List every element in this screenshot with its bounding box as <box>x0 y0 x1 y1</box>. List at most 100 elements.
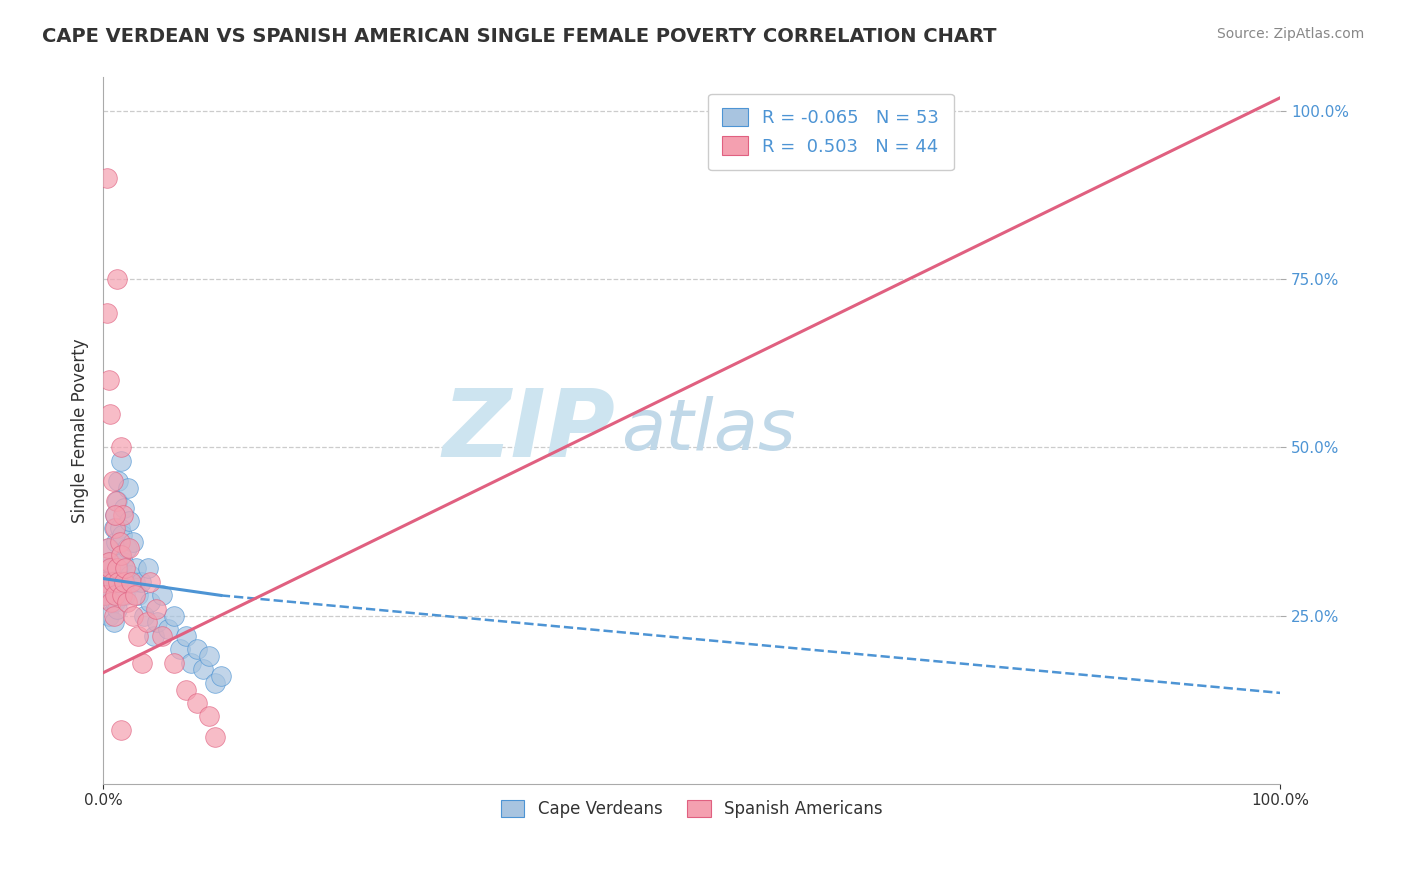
Legend: Cape Verdeans, Spanish Americans: Cape Verdeans, Spanish Americans <box>495 793 889 825</box>
Point <box>112 574 135 589</box>
Point <box>101 474 124 488</box>
Point <box>174 629 197 643</box>
Point <box>204 730 226 744</box>
Point <box>114 561 136 575</box>
Point <box>98 541 121 556</box>
Point <box>142 629 165 643</box>
Point <box>163 608 186 623</box>
Point <box>118 541 141 556</box>
Point <box>136 561 159 575</box>
Point <box>125 561 148 575</box>
Point <box>105 272 128 286</box>
Point <box>104 508 127 522</box>
Point <box>124 588 146 602</box>
Point <box>104 508 127 522</box>
Point <box>150 629 173 643</box>
Point <box>139 595 162 609</box>
Point <box>180 656 202 670</box>
Point <box>110 548 132 562</box>
Point <box>139 574 162 589</box>
Point <box>110 723 132 737</box>
Point <box>118 515 141 529</box>
Point <box>193 662 215 676</box>
Point <box>96 306 118 320</box>
Point <box>98 561 121 575</box>
Point <box>135 615 157 630</box>
Point <box>121 608 143 623</box>
Point <box>105 534 128 549</box>
Point <box>209 669 232 683</box>
Point <box>111 588 134 602</box>
Point <box>120 574 142 589</box>
Point <box>121 534 143 549</box>
Point <box>127 588 149 602</box>
Point <box>186 642 208 657</box>
Point <box>93 574 115 589</box>
Point <box>104 521 127 535</box>
Y-axis label: Single Female Poverty: Single Female Poverty <box>72 338 89 523</box>
Point <box>108 521 131 535</box>
Point <box>108 534 131 549</box>
Point <box>98 555 121 569</box>
Point <box>150 588 173 602</box>
Point <box>163 656 186 670</box>
Point <box>111 528 134 542</box>
Point <box>96 171 118 186</box>
Text: atlas: atlas <box>621 396 796 465</box>
Point <box>93 574 115 589</box>
Point <box>115 595 138 609</box>
Point <box>98 407 121 421</box>
Point <box>117 481 139 495</box>
Point <box>97 574 120 589</box>
Text: CAPE VERDEAN VS SPANISH AMERICAN SINGLE FEMALE POVERTY CORRELATION CHART: CAPE VERDEAN VS SPANISH AMERICAN SINGLE … <box>42 27 997 45</box>
Point <box>111 582 134 596</box>
Point <box>174 682 197 697</box>
Text: Source: ZipAtlas.com: Source: ZipAtlas.com <box>1216 27 1364 41</box>
Text: ZIP: ZIP <box>443 384 616 476</box>
Point <box>103 615 125 630</box>
Point <box>104 595 127 609</box>
Point <box>204 676 226 690</box>
Point <box>169 642 191 657</box>
Point <box>110 454 132 468</box>
Point <box>115 541 138 556</box>
Point <box>101 568 124 582</box>
Point <box>98 373 121 387</box>
Point <box>100 582 122 596</box>
Point <box>98 608 121 623</box>
Point <box>100 595 122 609</box>
Point <box>107 574 129 589</box>
Point <box>145 602 167 616</box>
Point <box>107 561 129 575</box>
Point <box>112 508 135 522</box>
Point <box>186 696 208 710</box>
Point <box>127 629 149 643</box>
Point <box>112 500 135 515</box>
Point <box>94 588 117 602</box>
Point <box>105 561 128 575</box>
Point <box>134 608 156 623</box>
Point <box>104 588 127 602</box>
Point <box>156 622 179 636</box>
Point <box>120 568 142 582</box>
Point <box>146 615 169 630</box>
Point <box>124 574 146 589</box>
Point <box>105 494 128 508</box>
Point <box>96 561 118 575</box>
Point <box>110 548 132 562</box>
Point <box>103 608 125 623</box>
Point <box>98 555 121 569</box>
Point <box>105 574 128 589</box>
Point <box>198 648 221 663</box>
Point <box>105 602 128 616</box>
Point <box>107 474 129 488</box>
Point <box>131 656 153 670</box>
Point <box>103 521 125 535</box>
Point <box>105 494 128 508</box>
Point <box>101 574 124 589</box>
Point <box>97 541 120 556</box>
Point <box>198 709 221 723</box>
Point <box>129 574 152 589</box>
Point <box>94 588 117 602</box>
Point <box>112 555 135 569</box>
